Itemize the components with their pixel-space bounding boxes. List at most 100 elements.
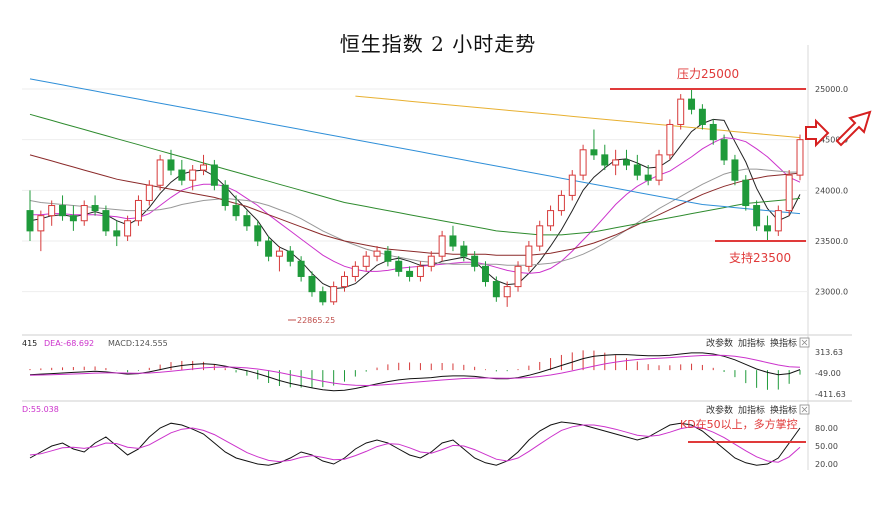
candle (644, 165, 652, 186)
ma-line-ma5 (29, 118, 801, 290)
support-label: 支持23500 (729, 250, 791, 265)
candle-body (774, 210, 782, 232)
candle-body (254, 225, 262, 242)
macd-dea-label: DEA:-68.692 (44, 339, 94, 348)
candle (362, 251, 370, 272)
candle (763, 215, 771, 241)
candle-body (156, 159, 164, 186)
kd-d-line (29, 424, 801, 463)
candle-body (232, 205, 240, 217)
candle (48, 200, 56, 226)
candle (91, 195, 99, 216)
ma-line-ma20 (29, 168, 800, 266)
candle (37, 210, 45, 252)
candle-body (568, 174, 576, 196)
candle-body (460, 245, 468, 257)
candle (601, 144, 609, 171)
candle-body (644, 174, 652, 181)
y-tick-label: 25000.0 (815, 85, 848, 94)
candle-body (688, 98, 696, 110)
candle (210, 159, 218, 191)
kd-y-tick-label: 20.00 (815, 460, 838, 469)
candle-body (80, 205, 88, 222)
kd-close-x (801, 406, 808, 413)
candle-body (482, 265, 489, 283)
candle-body (416, 265, 424, 277)
arrow-up-right-icon (835, 110, 872, 147)
candle (688, 89, 696, 115)
macd-panel-buttons: 改参数 加指标 换指标 (706, 337, 810, 349)
candle (275, 246, 283, 272)
macd-y-tick-label: -411.63 (815, 390, 846, 399)
candle-body (406, 270, 414, 277)
candle (113, 220, 121, 247)
candle-body (124, 220, 132, 237)
candle (590, 129, 598, 160)
candle-body (720, 139, 728, 161)
candle-body (113, 230, 121, 237)
candle-body (796, 139, 804, 176)
candle-body (666, 123, 674, 156)
candle-body (601, 154, 609, 166)
candle-body (178, 169, 186, 181)
kd-k-line (29, 421, 801, 466)
kd-label: D:55.038 (22, 405, 59, 414)
candle (655, 149, 663, 186)
candle-body (633, 164, 641, 176)
macd-button-edit-params[interactable]: 改参数 (706, 337, 733, 349)
candle-body (69, 215, 77, 222)
candle (221, 180, 229, 211)
resistance-label: 压力25000 (677, 67, 739, 81)
ma-line-ma60 (29, 113, 801, 236)
candle (319, 286, 327, 306)
candle-body (26, 210, 34, 232)
candle (731, 154, 739, 186)
candle (145, 180, 153, 206)
candle (482, 261, 489, 287)
candle (156, 154, 164, 191)
kd-button-edit-params[interactable]: 改参数 (706, 404, 733, 416)
arrow-right-icon (805, 118, 830, 148)
macd-value-label: MACD:124.555 (108, 339, 168, 348)
candle (547, 205, 555, 231)
candle (753, 200, 761, 231)
candle (796, 134, 804, 181)
ma-line-ma120 (29, 78, 801, 215)
candle (286, 246, 294, 267)
macd-button-switch-indicator[interactable]: 换指标 (770, 337, 797, 349)
candle (633, 154, 641, 181)
candle (612, 149, 620, 176)
macd-label-prefix: 415 (22, 339, 37, 348)
kd-button-add-indicator[interactable]: 加指标 (738, 404, 765, 416)
candle-body (677, 98, 685, 125)
candle-body (384, 250, 392, 262)
candle (200, 154, 208, 176)
ma-line-ma250 (355, 95, 801, 139)
candle-body (91, 205, 99, 212)
candle-body (59, 205, 67, 217)
candle (406, 266, 414, 282)
candle-body (275, 250, 283, 257)
candle (416, 261, 424, 282)
candle (178, 159, 186, 186)
candle-body (503, 286, 511, 298)
candle (785, 170, 793, 216)
candle (503, 281, 511, 307)
candle-body (612, 159, 620, 166)
candle-body (709, 123, 717, 141)
candle (557, 190, 565, 216)
kd-button-switch-indicator[interactable]: 换指标 (770, 404, 797, 416)
macd-button-add-indicator[interactable]: 加指标 (738, 337, 765, 349)
candle-body (449, 235, 457, 247)
candle (460, 241, 468, 262)
candle (742, 175, 750, 211)
candle (514, 261, 522, 292)
candle (471, 251, 479, 272)
candle-body (785, 174, 793, 212)
candle-body (200, 164, 208, 171)
candle-body (536, 225, 544, 247)
macd-dif-line (29, 352, 801, 392)
candle-body (265, 240, 273, 257)
candle (59, 195, 67, 221)
